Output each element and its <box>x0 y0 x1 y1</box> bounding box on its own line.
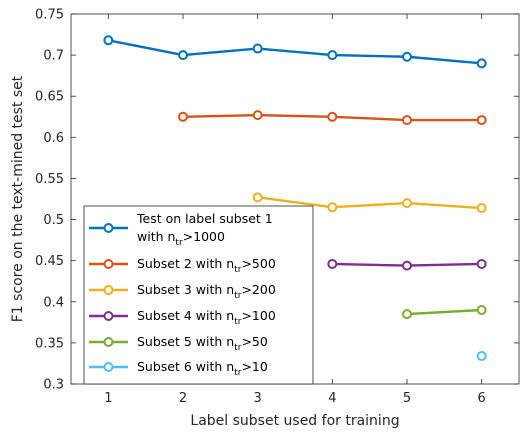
data-point <box>476 305 487 315</box>
y-tick-label: 0.6 <box>43 131 64 146</box>
y-tick-label: 0.35 <box>35 336 64 351</box>
series-line <box>108 39 482 65</box>
legend-label: Test on label subset 1 <box>136 211 273 226</box>
data-point <box>476 351 487 362</box>
y-tick-label: 0.4 <box>43 295 64 310</box>
legend-label: Subset 6 with ntr>10 <box>137 359 268 378</box>
data-point <box>476 58 487 69</box>
y-tick-label: 0.7 <box>43 49 64 64</box>
legend-swatch-marker <box>103 285 114 295</box>
data-point <box>476 203 487 214</box>
data-point <box>402 309 412 320</box>
legend-swatch-marker <box>103 259 114 269</box>
legend-label: with ntr>1000 <box>137 229 225 248</box>
y-axis-ticks: 0.3 0.35 0.4 0.45 0.5 0.55 0.6 0.65 0.7 0.75 <box>35 8 519 393</box>
legend-swatch-marker <box>103 337 114 347</box>
data-point <box>402 198 412 209</box>
y-tick-label: 0.65 <box>35 90 64 105</box>
series-6 <box>476 351 487 362</box>
legend-label: Subset 5 with ntr>50 <box>137 334 268 353</box>
series-5 <box>402 305 487 320</box>
y-tick-label: 0.75 <box>35 8 64 23</box>
data-point <box>252 110 263 121</box>
y-axis-label: F1 score on the text-mined test set <box>10 75 26 322</box>
series-line <box>406 308 482 316</box>
x-tick-label: 5 <box>403 391 411 406</box>
data-point <box>402 260 412 271</box>
legend-entry: Test on label subset 1 with ntr>1000 <box>89 211 273 248</box>
data-point <box>103 35 114 46</box>
data-point <box>476 258 487 269</box>
series-2 <box>178 110 487 126</box>
x-axis-ticks: 1 2 3 4 5 6 <box>104 14 486 406</box>
data-point <box>327 111 338 122</box>
data-point <box>178 111 188 122</box>
data-point <box>327 258 338 269</box>
legend-entry: Subset 6 with ntr>10 <box>89 359 268 378</box>
series-4 <box>327 258 487 271</box>
legend-swatch-marker <box>103 362 114 372</box>
x-tick-label: 4 <box>328 391 336 406</box>
legend: Test on label subset 1 with ntr>1000 Subse… <box>83 205 314 385</box>
x-tick-label: 1 <box>104 391 112 406</box>
data-point <box>402 51 412 62</box>
legend-entry: Subset 3 with ntr>200 <box>89 282 276 301</box>
legend-entry: Subset 2 with ntr>500 <box>89 256 276 275</box>
data-point <box>327 50 338 61</box>
legend-entry: Subset 4 with ntr>100 <box>89 308 276 327</box>
legend-label: Subset 2 with ntr>500 <box>137 256 276 275</box>
legend-box <box>83 205 314 385</box>
legend-swatch-marker <box>103 311 114 321</box>
series-3 <box>252 192 487 214</box>
data-point <box>252 192 263 203</box>
series-line <box>257 196 482 210</box>
series-1 <box>103 35 487 69</box>
data-point <box>327 202 338 213</box>
y-tick-label: 0.3 <box>43 378 64 393</box>
data-point <box>402 115 412 126</box>
y-tick-label: 0.5 <box>43 213 64 228</box>
y-tick-label: 0.55 <box>35 172 64 187</box>
series-layer <box>103 35 487 362</box>
x-tick-label: 3 <box>254 391 262 406</box>
y-tick-label: 0.45 <box>35 254 64 269</box>
x-tick-label: 6 <box>478 391 486 406</box>
legend-entry: Subset 5 with ntr>50 <box>89 334 268 353</box>
data-point <box>476 115 487 126</box>
data-point <box>178 50 188 61</box>
legend-label: Subset 4 with ntr>100 <box>137 308 276 327</box>
data-point <box>252 43 263 54</box>
x-tick-label: 2 <box>179 391 187 406</box>
legend-swatch-marker <box>103 223 114 233</box>
legend-label: Subset 3 with ntr>200 <box>137 282 276 301</box>
x-axis-label: Label subset used for training <box>190 413 399 429</box>
